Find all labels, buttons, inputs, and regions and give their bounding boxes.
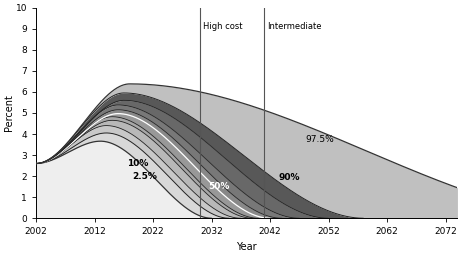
- Text: 2.5%: 2.5%: [132, 172, 157, 181]
- X-axis label: Year: Year: [237, 242, 257, 252]
- Text: 90%: 90%: [279, 173, 300, 182]
- Text: 97.5%: 97.5%: [305, 135, 334, 144]
- Y-axis label: Percent: Percent: [4, 94, 14, 131]
- Text: 50%: 50%: [209, 182, 230, 191]
- Text: 10%: 10%: [127, 158, 148, 168]
- Text: Intermediate: Intermediate: [267, 23, 322, 31]
- Text: High cost: High cost: [203, 23, 242, 31]
